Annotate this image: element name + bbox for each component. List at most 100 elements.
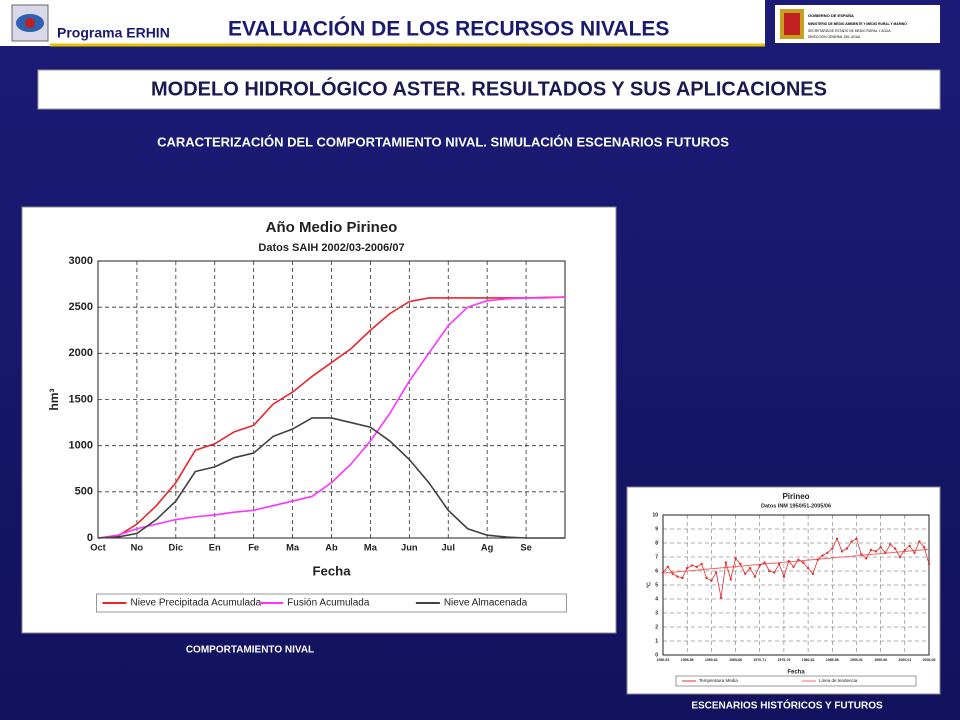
y-tick-label: 3000 bbox=[69, 255, 93, 267]
x-tick-label: 1995-96 bbox=[874, 658, 887, 662]
point bbox=[802, 561, 805, 564]
banner: MODELO HIDROLÓGICO ASTER. RESULTADOS Y S… bbox=[151, 76, 827, 100]
y-tick-label: 2 bbox=[655, 624, 658, 630]
x-tick-label: No bbox=[131, 542, 144, 552]
point bbox=[806, 567, 810, 570]
x-tick-label: Ma bbox=[286, 542, 300, 552]
y-tick-label: 3 bbox=[655, 610, 658, 616]
y-axis-label: hm³ bbox=[47, 388, 61, 410]
point bbox=[724, 561, 728, 564]
point bbox=[860, 553, 863, 556]
ministry-logo: GOBIERNO DE ESPAÑA MINISTERIO DE MEDIO A… bbox=[775, 5, 940, 43]
point bbox=[666, 565, 670, 568]
point bbox=[850, 540, 853, 543]
point bbox=[835, 537, 839, 540]
y-tick-label: 10 bbox=[652, 512, 658, 518]
legend-label: Temperatura Media bbox=[699, 678, 738, 683]
chart-title: Año Medio Pirineo bbox=[266, 219, 398, 236]
point bbox=[763, 561, 766, 564]
point bbox=[864, 557, 868, 560]
y-tick-label: 9 bbox=[655, 526, 658, 532]
x-tick-label: 1965-66 bbox=[729, 658, 742, 662]
legend-label: Línea de tendencia bbox=[819, 678, 858, 683]
y-tick-label: 2000 bbox=[69, 347, 93, 359]
point bbox=[797, 558, 800, 561]
logo-text: GOBIERNO DE ESPAÑA bbox=[808, 13, 854, 18]
point bbox=[773, 571, 776, 574]
x-tick-label: 1985-86 bbox=[826, 658, 839, 662]
point bbox=[768, 569, 771, 573]
section-subtitle: CARACTERIZACIÓN DEL COMPORTAMIENTO NIVAL… bbox=[157, 134, 729, 149]
y-tick-label: 5 bbox=[655, 582, 658, 588]
chart-title: Pirineo bbox=[782, 492, 809, 501]
caption: ESCENARIOS HISTÓRICOS Y FUTUROS bbox=[691, 699, 883, 712]
legend-label: Fusión Acumulada bbox=[287, 598, 370, 609]
point bbox=[927, 562, 931, 566]
point bbox=[690, 564, 694, 567]
header-band bbox=[0, 0, 765, 46]
point bbox=[671, 572, 674, 575]
point bbox=[705, 576, 708, 580]
point bbox=[903, 548, 907, 552]
point bbox=[821, 554, 824, 557]
plot-frame bbox=[97, 260, 566, 539]
point bbox=[918, 540, 921, 543]
x-tick-label: 2000-01 bbox=[898, 658, 911, 662]
x-tick-label: Ag bbox=[481, 542, 494, 552]
legend-label: Nieve Almacenada bbox=[444, 598, 528, 609]
chart-subtitle: Datos INM 1950/51-2005/06 bbox=[761, 503, 831, 509]
series-line bbox=[97, 417, 565, 539]
banner-box bbox=[37, 69, 941, 110]
logo-text: DIRECCIÓN GENERAL DEL AGUA bbox=[808, 34, 861, 39]
point bbox=[879, 546, 882, 549]
y-tick-label: 7 bbox=[655, 554, 658, 560]
chart-box bbox=[21, 206, 617, 634]
plot-frame bbox=[662, 514, 930, 656]
x-axis-label: Fecha bbox=[312, 563, 351, 578]
point bbox=[855, 537, 858, 540]
program-name: Programa ERHIN bbox=[57, 25, 170, 41]
x-tick-label: Dic bbox=[169, 542, 184, 552]
point bbox=[908, 544, 911, 547]
point bbox=[889, 543, 892, 546]
point bbox=[700, 562, 703, 566]
x-tick-label: En bbox=[209, 542, 221, 552]
legend-box bbox=[675, 675, 917, 687]
y-axis-label: ºC bbox=[646, 582, 652, 588]
caption: COMPORTAMIENTO NIVAL bbox=[186, 645, 314, 656]
y-tick-label: 1000 bbox=[69, 440, 93, 452]
x-tick-label: Oct bbox=[90, 542, 106, 552]
point bbox=[869, 548, 873, 552]
y-tick-label: 500 bbox=[75, 486, 93, 498]
point bbox=[719, 596, 723, 599]
point bbox=[898, 555, 902, 559]
chart-box bbox=[626, 486, 941, 695]
x-tick-label: Se bbox=[520, 542, 531, 552]
y-tick-label: 2500 bbox=[69, 301, 93, 313]
x-tick-label: 1990-91 bbox=[850, 658, 863, 662]
point bbox=[777, 562, 781, 566]
header-title: EVALUACIÓN DE LOS RECURSOS NIVALES bbox=[228, 17, 669, 41]
point bbox=[729, 578, 732, 581]
point bbox=[845, 547, 848, 550]
point bbox=[695, 565, 699, 568]
legend-box bbox=[96, 593, 567, 613]
chart-subtitle: Datos SAIH 2002/03-2006/07 bbox=[258, 242, 404, 254]
point bbox=[744, 572, 747, 575]
series-line bbox=[97, 296, 566, 539]
point bbox=[715, 571, 718, 574]
point bbox=[676, 575, 679, 578]
y-tick-label: 8 bbox=[655, 540, 658, 546]
y-tick-label: 1500 bbox=[69, 393, 93, 405]
program-logo bbox=[11, 4, 49, 42]
point bbox=[710, 579, 713, 582]
point bbox=[826, 551, 829, 554]
point bbox=[753, 575, 757, 578]
x-tick-label: 1950-51 bbox=[657, 658, 670, 662]
point bbox=[874, 550, 877, 553]
point bbox=[787, 560, 790, 563]
y-tick-label: 1 bbox=[655, 638, 658, 644]
x-tick-label: 1955-56 bbox=[681, 658, 694, 662]
point bbox=[734, 557, 737, 560]
